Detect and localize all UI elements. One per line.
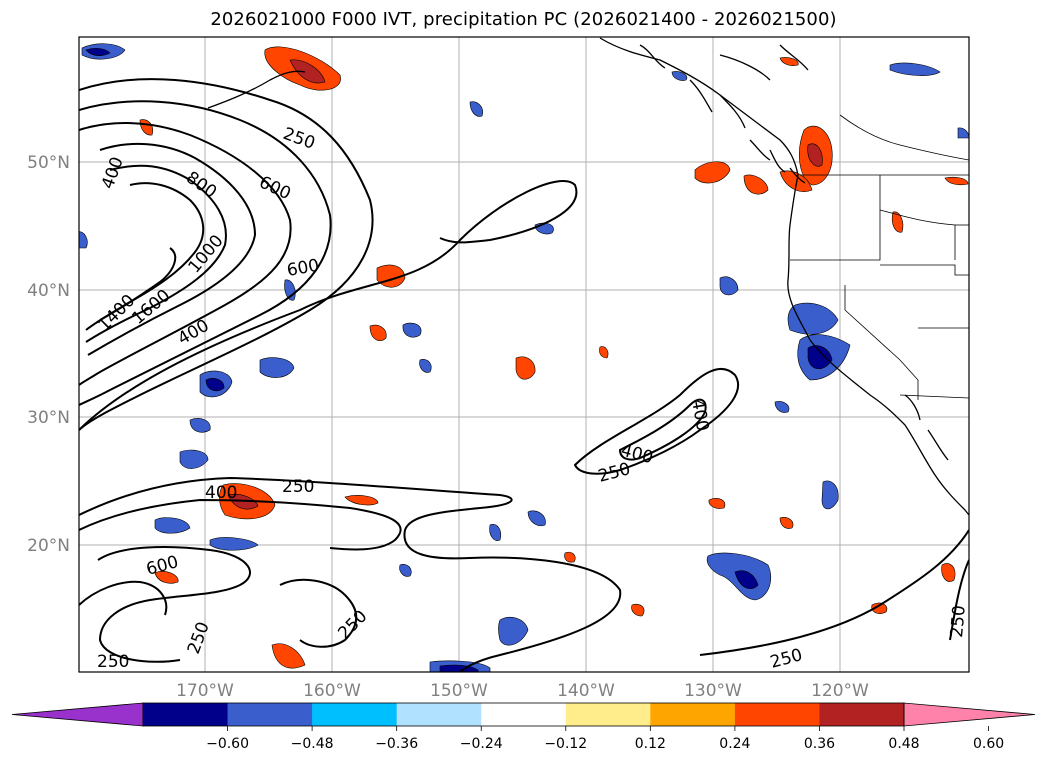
colorbar-high-extend	[903, 702, 1036, 727]
colorbar-segment	[227, 703, 313, 726]
contour-label: 250	[947, 604, 970, 638]
colorbar-tick-label: 0.48	[888, 736, 919, 752]
lat-label: 20°N	[27, 536, 70, 556]
lon-label: 150°W	[430, 681, 488, 701]
colorbar-tick-label: 0.12	[635, 736, 666, 752]
map-panel: 250 400 600 800 1000 1400 1600 400 600 4…	[79, 37, 970, 672]
lon-label: 140°W	[557, 681, 615, 701]
lat-label: 50°N	[27, 153, 70, 173]
colorbar-segment	[396, 703, 482, 726]
colorbar-segment	[312, 703, 398, 726]
coastlines	[207, 37, 969, 516]
contour-label: 250	[282, 477, 314, 497]
colorbar-tick-label: −0.12	[544, 736, 587, 752]
lat-label: 40°N	[27, 281, 70, 301]
colorbar-segment	[650, 703, 736, 726]
ivt-contours	[79, 78, 969, 672]
colorbar-tick-label: −0.36	[375, 736, 418, 752]
colorbar: −0.60 −0.48 −0.36 −0.24 −0.12 0.12 0.24 0.36 0.4…	[11, 702, 1036, 752]
longitude-labels: 170°W 160°W 150°W 140°W 130°W 120°W	[176, 681, 869, 701]
colorbar-segment	[819, 703, 905, 726]
lat-label: 30°N	[27, 408, 70, 428]
colorbar-segment	[143, 703, 229, 726]
precip-positive-areas	[139, 46, 969, 669]
colorbar-segment	[565, 703, 651, 726]
colorbar-low-extend	[11, 702, 144, 727]
colorbar-tick-label: −0.60	[206, 736, 249, 752]
lon-label: 120°W	[811, 681, 869, 701]
colorbar-tick-label: 0.36	[804, 736, 835, 752]
colorbar-segment	[481, 703, 567, 726]
latitude-labels: 50°N 40°N 30°N 20°N	[27, 153, 70, 556]
map-frame	[78, 36, 970, 673]
colorbar-tick-label: −0.24	[460, 736, 503, 752]
contour-label: 400	[205, 483, 237, 503]
colorbar-tick-label: 0.24	[719, 736, 750, 752]
contour-label: 250	[97, 652, 129, 672]
colorbar-frame	[142, 702, 905, 727]
colorbar-segment	[734, 703, 820, 726]
lon-label: 130°W	[684, 681, 742, 701]
colorbar-tick-label: −0.48	[291, 736, 334, 752]
political-borders	[790, 114, 969, 400]
map-title: 2026021000 F000 IVT, precipitation PC (2…	[210, 9, 837, 30]
colorbar-tick-label: 0.60	[973, 736, 1004, 752]
lon-label: 170°W	[176, 681, 234, 701]
lon-label: 160°W	[303, 681, 361, 701]
